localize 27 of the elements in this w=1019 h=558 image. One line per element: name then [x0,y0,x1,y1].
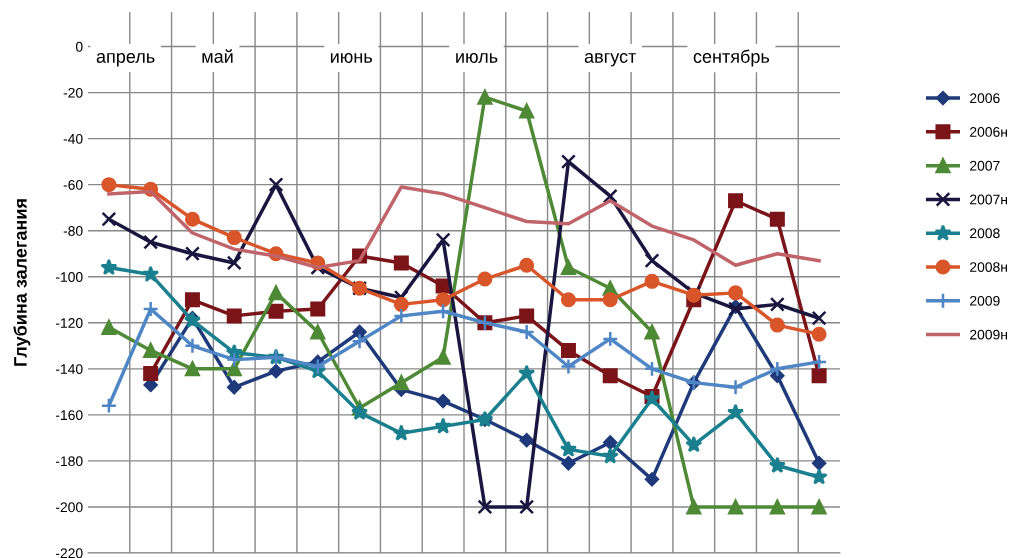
y-tick-label: 0 [75,41,83,52]
annotation: август [584,53,637,67]
y-tick-label: -120 [55,318,83,328]
legend-label: 2007н [970,194,1007,205]
annotation: июль [456,53,498,63]
legend-label: 2009 [970,295,1000,306]
legend-label: 2006н [970,127,1007,137]
legend-label: 2007 [970,160,1000,171]
y-tick-label: -160 [55,410,83,421]
y-tick-label: -180 [55,456,83,467]
y-tick-label: -140 [55,364,83,374]
y-axis-title: Глубина залегания [13,199,31,366]
y-tick-label: -20 [63,87,83,98]
y-tick-label: -100 [55,272,83,282]
annotation: июнь [330,53,372,63]
y-tick-label: -60 [63,179,83,190]
y-tick-label: -200 [55,502,83,513]
legend-label: 2006 [970,93,1000,104]
y-tick-label: -80 [63,226,83,236]
legend-label: 2008н [970,262,1007,272]
y-tick-label: -220 [55,548,83,558]
annotation: апрель [96,53,155,67]
legend-label: 2009н [970,329,1007,340]
legend-label: 2008 [970,228,1000,239]
annotation: сентябрь [693,49,770,67]
annotation: май [202,49,233,63]
y-tick-label: -40 [63,133,83,144]
